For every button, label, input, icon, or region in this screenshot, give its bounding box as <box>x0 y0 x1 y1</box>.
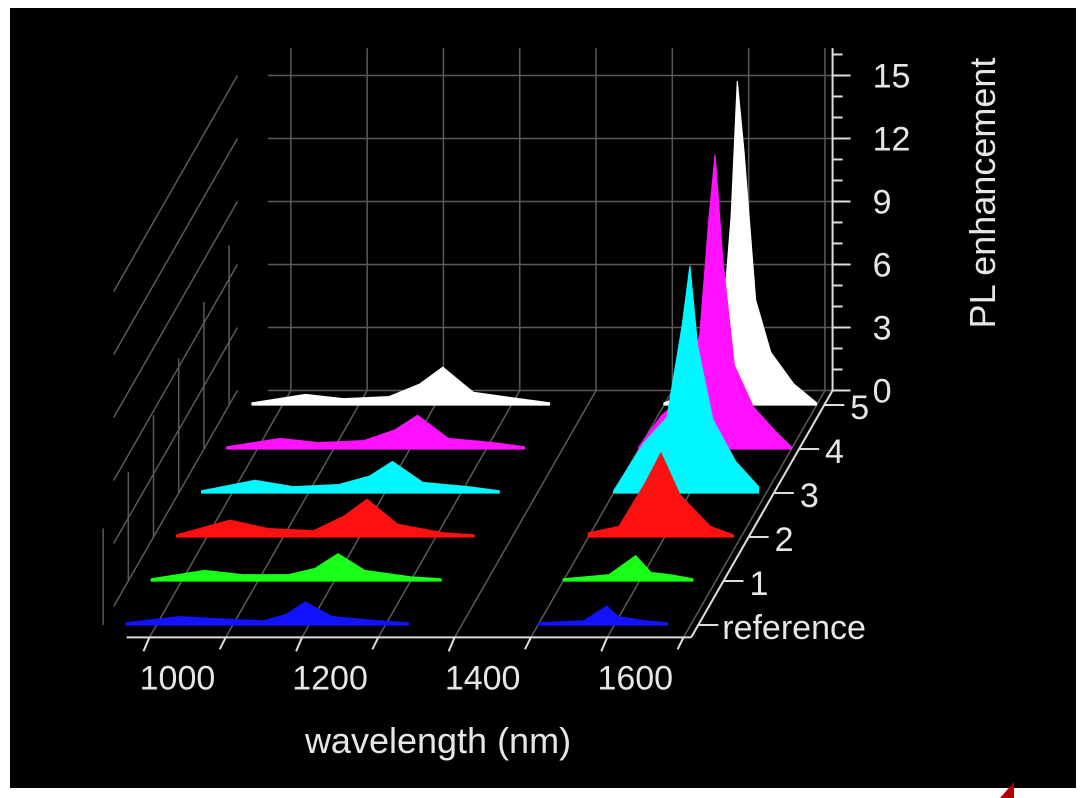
sidewall-gridline <box>113 327 239 544</box>
series-2-area <box>587 452 734 538</box>
series-3-area <box>201 460 500 494</box>
floor-gridline <box>377 390 521 638</box>
x-tick <box>447 636 456 652</box>
grid <box>102 48 833 638</box>
sidewall-gridline <box>113 390 239 607</box>
series-3-area <box>613 265 760 494</box>
z-axis-title: PL enhancement <box>962 58 1003 329</box>
floor-gridline <box>530 390 673 638</box>
x-minor-tick <box>218 636 227 650</box>
z-tick-label: 12 <box>873 120 911 158</box>
sidewall-gridline <box>113 75 239 292</box>
series-4-area <box>638 154 792 450</box>
x-minor-tick <box>371 636 380 650</box>
depth-tick-label: 1 <box>749 565 768 603</box>
z-tick-label: 3 <box>873 309 892 347</box>
x-tick <box>295 636 303 652</box>
floor-gridline <box>454 390 597 638</box>
labels: wavelength (nm) PL enhancement <box>304 58 1003 761</box>
x-tick <box>600 636 609 652</box>
corner-mark <box>1000 782 1014 798</box>
depth-axis-line <box>690 389 834 638</box>
series-2-area <box>175 498 475 538</box>
depth-tick-label: 5 <box>850 389 869 427</box>
series-5-area <box>251 366 551 406</box>
z-tick-label: 0 <box>873 372 892 410</box>
floor-gridline <box>225 390 368 638</box>
series-layer <box>125 81 818 626</box>
chart-panel: 1000 1200 1400 1600 reference 1 2 3 4 5 0 3 6 9 12 15 w… <box>10 8 1076 788</box>
depth-tick-label: reference <box>722 609 866 647</box>
series-reference-area <box>125 601 409 626</box>
series-4-area <box>226 414 525 450</box>
z-tick-label: 9 <box>873 183 892 221</box>
floor-gridline <box>148 390 292 638</box>
floor-gridline <box>682 390 826 638</box>
series-reference-area <box>537 605 669 626</box>
x-tick-label: 1000 <box>140 659 216 697</box>
series-1-area <box>562 555 694 582</box>
x-tick <box>142 636 151 652</box>
z-tick-label: 6 <box>873 246 892 284</box>
x-axis-title: wavelength (nm) <box>304 720 571 761</box>
x-tick-label: 1200 <box>292 659 368 697</box>
x-tick-label: 1400 <box>445 659 521 697</box>
x-minor-tick <box>524 636 532 650</box>
depth-tick-label: 4 <box>825 433 844 471</box>
sidewall-gridline <box>113 138 239 355</box>
x-minor-tick <box>676 636 685 650</box>
series-1-area <box>150 553 442 582</box>
depth-tick-label: 3 <box>800 477 819 515</box>
x-tick-label: 1600 <box>597 659 673 697</box>
z-tick-label: 15 <box>873 57 911 95</box>
depth-tick-label: 2 <box>775 521 794 559</box>
sidewall-gridline <box>113 264 239 481</box>
sidewall-gridline <box>113 201 239 418</box>
